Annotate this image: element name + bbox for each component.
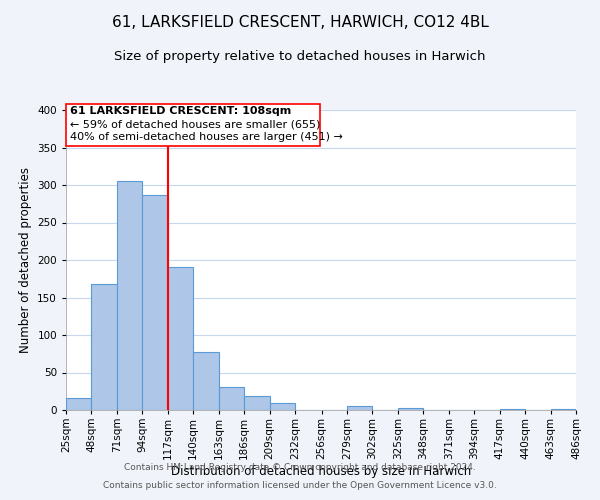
Bar — [193, 352, 218, 410]
Bar — [244, 396, 269, 410]
Bar — [551, 409, 576, 410]
Bar — [66, 398, 91, 410]
Text: 61 LARKSFIELD CRESCENT: 108sqm: 61 LARKSFIELD CRESCENT: 108sqm — [70, 106, 292, 116]
Bar — [218, 387, 244, 410]
Bar — [168, 267, 193, 410]
Bar — [347, 406, 373, 410]
Bar — [91, 284, 117, 410]
Y-axis label: Number of detached properties: Number of detached properties — [19, 167, 32, 353]
Text: Contains public sector information licensed under the Open Government Licence v3: Contains public sector information licen… — [103, 481, 497, 490]
X-axis label: Distribution of detached houses by size in Harwich: Distribution of detached houses by size … — [171, 464, 471, 477]
Bar — [269, 402, 295, 410]
Bar — [500, 409, 525, 410]
Text: Contains HM Land Registry data © Crown copyright and database right 2024.: Contains HM Land Registry data © Crown c… — [124, 464, 476, 472]
Text: 40% of semi-detached houses are larger (451) →: 40% of semi-detached houses are larger (… — [70, 132, 343, 142]
Text: 61, LARKSFIELD CRESCENT, HARWICH, CO12 4BL: 61, LARKSFIELD CRESCENT, HARWICH, CO12 4… — [112, 15, 488, 30]
Bar — [117, 181, 142, 410]
FancyBboxPatch shape — [66, 104, 320, 146]
Text: Size of property relative to detached houses in Harwich: Size of property relative to detached ho… — [114, 50, 486, 63]
Bar — [142, 194, 168, 410]
Text: ← 59% of detached houses are smaller (655): ← 59% of detached houses are smaller (65… — [70, 120, 321, 130]
Bar — [398, 408, 424, 410]
